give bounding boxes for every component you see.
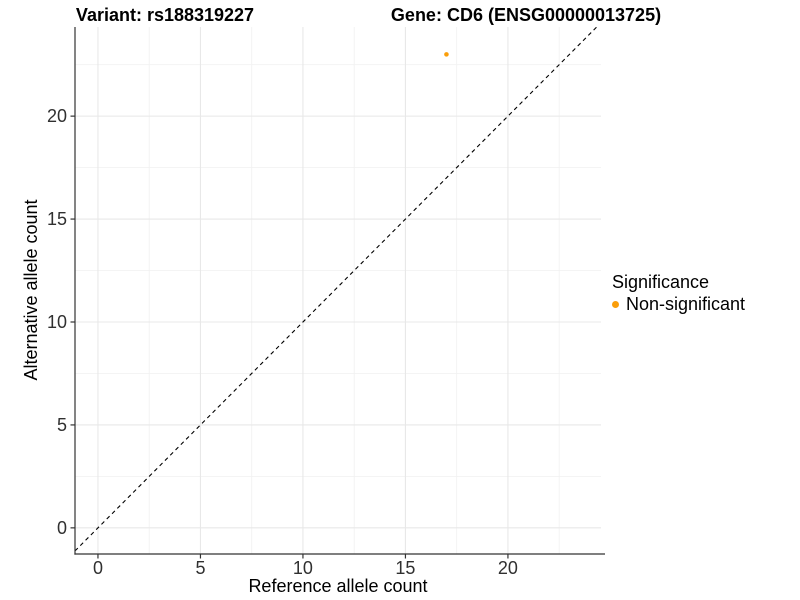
y-axis-label: Alternative allele count: [21, 199, 41, 381]
x-tick-label: 10: [293, 558, 313, 578]
x-tick-label: 20: [498, 558, 518, 578]
variant-title: Variant: rs188319227: [75, 5, 255, 25]
legend: Significance Non-significant: [612, 271, 745, 315]
y-tick-label: 20: [47, 106, 67, 126]
legend-item: Non-significant: [612, 293, 745, 315]
legend-point-icon: [612, 300, 619, 308]
x-tick-label: 15: [395, 558, 415, 578]
y-tick-label: 0: [57, 518, 67, 538]
y-tick-label: 10: [47, 312, 67, 332]
legend-title: Significance: [612, 272, 710, 292]
x-axis-label: Reference allele count: [248, 576, 428, 596]
legend-item-label: Non-significant: [626, 294, 746, 314]
identity-line: [74, 26, 598, 552]
gene-title: Gene: CD6 (ENSG00000013725): [390, 5, 662, 25]
x-tick-label: 5: [195, 558, 205, 578]
y-tick-label: 5: [57, 415, 67, 435]
x-tick-label: 0: [93, 558, 103, 578]
y-tick-label: 15: [47, 209, 67, 229]
data-point: [444, 52, 449, 57]
